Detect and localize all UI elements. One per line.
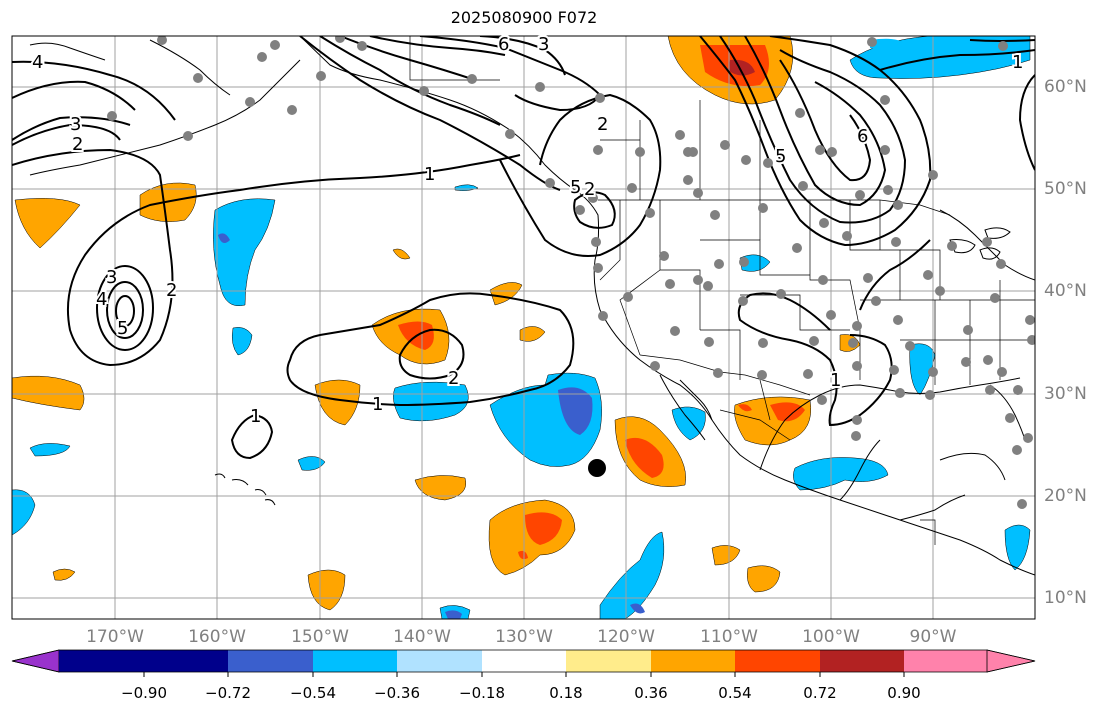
colorbar-segment-11 [986, 649, 1036, 673]
lat-label: 10°N [1044, 588, 1087, 608]
lat-label: 40°N [1044, 281, 1087, 301]
contour-label: 2 [72, 134, 83, 155]
contour-label: 2 [584, 179, 595, 200]
lat-label: 20°N [1044, 486, 1087, 506]
contour-label: 5 [117, 318, 128, 339]
colorbar-segment-6 [566, 650, 651, 672]
colorbar-segment-8 [735, 650, 820, 672]
colorbar-segment-9 [820, 650, 904, 672]
contour-label: 4 [32, 52, 43, 73]
colorbar-tick-label: −0.36 [374, 684, 420, 702]
contour-label: 5 [570, 177, 581, 198]
contour-label: 6 [857, 126, 868, 147]
contour-label: 1 [250, 406, 261, 427]
contour-label: 3 [106, 267, 117, 288]
colorbar-tick-label: 0.90 [887, 684, 921, 702]
contour-label: 1 [1012, 52, 1023, 73]
lon-label: 150°W [291, 627, 349, 647]
colorbar-segment-1 [59, 650, 144, 672]
map-frame [11, 35, 1036, 620]
colorbar-outline [11, 649, 1036, 673]
colorbar-tick-label: 0.54 [718, 684, 752, 702]
graticule [12, 36, 1035, 619]
colorbar-segment-1b [144, 650, 228, 672]
lon-label: 140°W [393, 627, 451, 647]
colorbar-segment-4 [397, 650, 482, 672]
lon-label: 110°W [700, 627, 758, 647]
map-content [12, 36, 1035, 619]
lon-label: 120°W [597, 627, 655, 647]
lat-label: 60°N [1044, 77, 1087, 97]
contour-label-group: 4 3 2 6 3 2 1 6 5 5 3 4 2 5 1 2 1 1 1 2 [30, 32, 1025, 429]
colorbar-tick-label: 0.36 [634, 684, 668, 702]
colorbar-tick-label: −0.54 [290, 684, 336, 702]
contour-label: 1 [424, 164, 435, 185]
contour-label: 3 [70, 114, 81, 135]
contour-label: 1 [830, 370, 841, 391]
contour-label: 2 [448, 368, 459, 389]
highlight-point-marker [588, 459, 606, 477]
map-title: 2025080900 F072 [450, 8, 598, 27]
colorbar-tick-label: 0.18 [549, 684, 583, 702]
colorbar-tick-label: 0.72 [803, 684, 837, 702]
contour-label: 2 [166, 280, 177, 301]
colorbar-tick-label: −0.18 [459, 684, 505, 702]
contour-label: 3 [538, 34, 549, 55]
station-markers [107, 36, 1035, 509]
colorbar-segment-10 [904, 650, 987, 672]
colorbar-segment-3 [313, 650, 397, 672]
contour-label: 5 [775, 146, 786, 167]
contour-lines [12, 36, 1035, 460]
anomaly-shading [12, 36, 1031, 619]
lat-label: 30°N [1044, 384, 1087, 404]
lon-label: 100°W [802, 627, 860, 647]
contour-label: 1 [372, 394, 383, 415]
lon-label: 170°W [86, 627, 144, 647]
contour-label: 4 [96, 289, 107, 310]
colorbar-segment-2 [228, 650, 313, 672]
colorbar [11, 649, 1036, 677]
contour-label: 6 [498, 34, 509, 55]
colorbar-segment-5 [482, 650, 566, 672]
lon-label: 90°W [909, 627, 957, 647]
colorbar-segment-7 [651, 650, 735, 672]
lon-label: 130°W [495, 627, 553, 647]
colorbar-segment-0 [11, 649, 60, 673]
political-borders [409, 36, 1035, 545]
colorbar-tick-label: −0.72 [205, 684, 251, 702]
lat-label: 50°N [1044, 179, 1087, 199]
contour-label: 2 [597, 114, 608, 135]
colorbar-tick-label: −0.90 [121, 684, 167, 702]
lon-label: 160°W [188, 627, 246, 647]
